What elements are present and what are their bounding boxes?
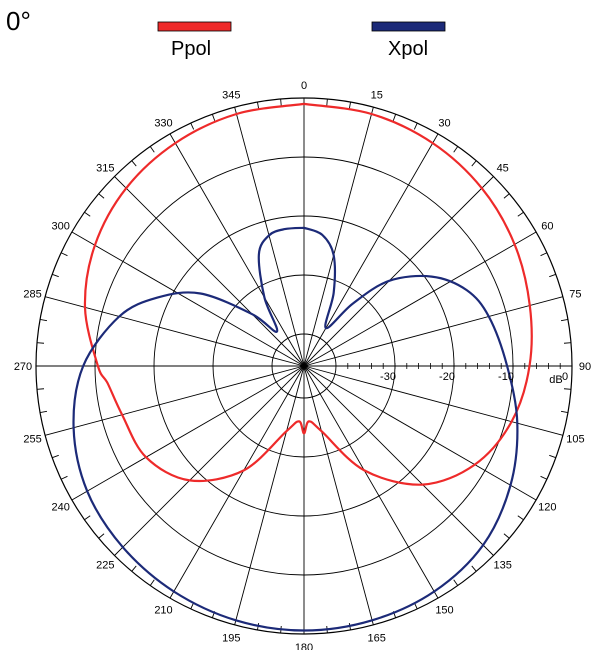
legend-swatch-xpol [371,21,446,32]
angle-label: 240 [51,502,69,514]
angle-label: 165 [368,632,386,644]
angle-label: 60 [541,221,553,233]
polar-grid [35,97,573,635]
angle-label: 30 [438,118,450,130]
outer-tick [131,565,137,572]
outer-tick [563,388,572,390]
axis-labels: 0 15 30 45 60 75 90 105 120 135 150 165 180 195 210 225… [14,80,591,650]
outer-tick [149,146,155,153]
grid-spoke [71,231,305,367]
outer-tick [560,410,569,413]
outer-tick [39,319,48,322]
outer-tick [39,410,48,413]
outer-tick [517,515,524,521]
angle-label: 210 [154,604,172,616]
legend-label-xpol: Xpol [388,38,428,60]
outer-tick [540,252,548,257]
db-unit-label: dB [549,374,562,386]
angle-label: 330 [154,118,172,130]
db-label: 0 [562,371,568,383]
grid-spoke [303,176,494,367]
outer-tick [149,579,155,586]
grid-spoke [45,296,305,367]
angle-label: 225 [96,560,114,572]
grid-spoke [303,107,374,367]
outer-tick [392,114,397,121]
outer-tick [36,342,45,344]
grid-spoke [303,365,537,501]
angle-label: 255 [23,434,41,446]
outer-tick [540,475,548,480]
angle-label: 0 [301,80,307,92]
outer-tick [348,101,351,110]
grid-spoke [114,365,305,556]
outer-tick [131,160,137,167]
outer-tick [453,146,459,153]
grid-spoke [45,365,305,436]
outer-tick [453,579,459,586]
grid-spoke [114,176,305,367]
outer-tick [280,98,282,107]
outer-tick [560,319,569,322]
angle-label: 105 [566,434,584,446]
angle-label: 345 [222,90,240,102]
angle-label: 150 [435,604,453,616]
outer-tick [549,273,556,278]
outer-tick [326,98,328,107]
angle-label: 90 [579,361,591,373]
outer-tick [190,122,195,130]
outer-tick [517,211,524,217]
legend-swatch-ppol [157,21,232,32]
outer-tick [563,342,572,344]
grid-spoke [169,365,305,599]
grid-spoke [303,296,563,367]
outer-tick [36,388,45,390]
outer-tick [503,193,510,199]
grid-spoke [303,365,374,625]
db-label: -30 [380,371,396,383]
angle-label: 135 [494,560,512,572]
angle-label: 270 [14,361,32,373]
grid-spoke [303,133,439,367]
angle-label: 195 [222,632,240,644]
outer-tick [413,122,418,130]
outer-tick [60,252,68,257]
outer-tick [549,454,556,459]
outer-tick [98,533,105,539]
outer-tick [60,475,68,480]
outer-tick [52,273,59,278]
series-line-ppol [83,102,533,486]
angle-label: 315 [96,162,114,174]
angle-label: 75 [569,288,581,300]
outer-tick [257,101,260,110]
grid-spoke [303,365,439,599]
angle-label: 45 [497,162,509,174]
chart-title: 0° [6,6,31,36]
series-line-xpol [72,226,519,632]
outer-tick [52,454,59,459]
grid-spoke [303,365,494,556]
angle-label: 120 [538,502,556,514]
grid-spoke [303,231,537,367]
angle-label: 300 [51,221,69,233]
outer-tick [211,114,216,121]
angle-label: 285 [23,288,41,300]
outer-tick [84,515,91,521]
grid-spoke [234,365,305,625]
grid-spoke [71,365,305,501]
outer-tick [471,160,477,167]
outer-tick [503,533,510,539]
angle-label: 180 [295,642,313,650]
series-layer [72,102,533,632]
legend-label-ppol: Ppol [171,38,211,60]
db-label: -10 [498,371,514,383]
outer-tick [84,211,91,217]
db-label: -20 [439,371,455,383]
angle-label: 15 [371,90,383,102]
outer-tick [98,193,105,199]
grid-spoke [303,365,563,436]
outer-tick [471,565,477,572]
grid-spoke [169,133,305,367]
